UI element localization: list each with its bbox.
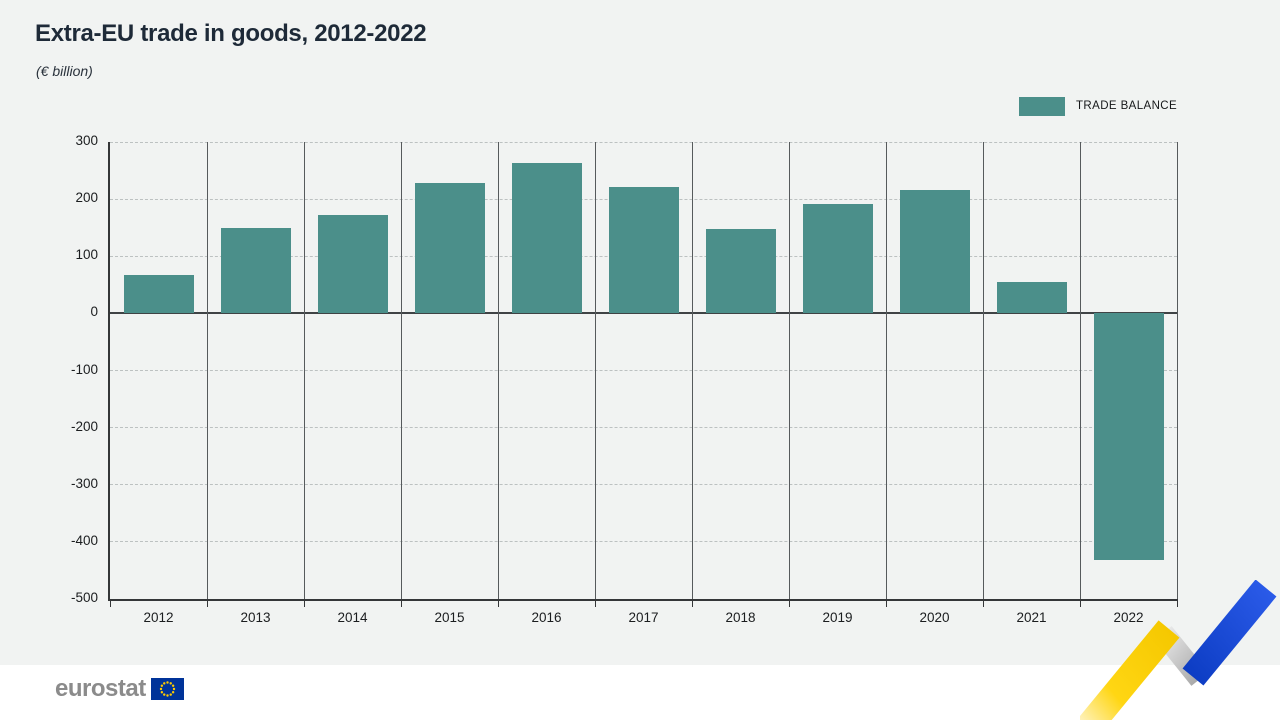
bar-2019 xyxy=(802,204,873,314)
x-axis-label-2015: 2015 xyxy=(434,610,465,625)
eurostat-logo-text: eurostat xyxy=(55,675,146,702)
x-axis-tick-4 xyxy=(497,601,499,607)
bar-2016 xyxy=(511,162,582,314)
x-axis-label-2017: 2017 xyxy=(628,610,659,625)
x-axis-tick-10 xyxy=(1079,601,1081,607)
bar-2021 xyxy=(996,281,1067,314)
category-separator-11 xyxy=(1176,142,1178,599)
y-axis-label-200: 200 xyxy=(75,190,98,206)
x-axis-label-2022: 2022 xyxy=(1113,610,1144,625)
x-axis-label-2013: 2013 xyxy=(240,610,271,625)
zero-line xyxy=(110,312,1177,315)
legend-swatch xyxy=(1019,96,1065,116)
bar-2012 xyxy=(123,274,194,314)
x-axis-tick-11 xyxy=(1176,601,1178,607)
gridline--100 xyxy=(110,370,1177,371)
bar-2022 xyxy=(1093,313,1164,561)
bar-2020 xyxy=(899,189,970,314)
x-axis-tick-8 xyxy=(885,601,887,607)
x-axis-tick-0 xyxy=(109,601,111,607)
x-axis-label-2012: 2012 xyxy=(143,610,174,625)
x-axis-tick-1 xyxy=(206,601,208,607)
x-axis-label-2019: 2019 xyxy=(822,610,853,625)
y-axis-line xyxy=(108,142,110,601)
x-axis-label-2016: 2016 xyxy=(531,610,562,625)
category-separator-8 xyxy=(885,142,887,599)
bar-2017 xyxy=(608,186,679,314)
category-separator-10 xyxy=(1079,142,1081,599)
bar-2014 xyxy=(317,215,388,314)
y-axis-label-300: 300 xyxy=(75,133,98,148)
x-axis-tick-2 xyxy=(303,601,305,607)
y-axis-label-0: 0 xyxy=(90,304,98,320)
category-separator-7 xyxy=(788,142,790,599)
x-axis-label-2018: 2018 xyxy=(725,610,756,625)
gridline--400 xyxy=(110,541,1177,543)
x-axis-tick-9 xyxy=(982,601,984,607)
eu-flag-stars xyxy=(159,681,175,697)
x-axis-tick-6 xyxy=(691,601,693,607)
chart-title: Extra-EU trade in goods, 2012-2022 xyxy=(35,20,427,47)
gridline--200 xyxy=(110,427,1177,429)
x-axis-label-2020: 2020 xyxy=(919,610,950,625)
y-axis-label--300: -300 xyxy=(70,475,98,491)
gridline-300 xyxy=(110,141,1177,143)
gridline--300 xyxy=(110,484,1177,486)
category-separator-9 xyxy=(982,142,984,599)
chart-subtitle: (€ billion) xyxy=(36,63,93,79)
footer-strip xyxy=(0,665,1280,720)
x-axis-tick-5 xyxy=(594,601,596,607)
category-separator-2 xyxy=(303,142,305,599)
bar-2018 xyxy=(705,228,776,314)
x-axis-tick-7 xyxy=(788,601,790,607)
category-separator-4 xyxy=(497,142,499,599)
category-separator-1 xyxy=(206,142,208,599)
category-separator-5 xyxy=(594,142,596,599)
y-axis-label--500: -500 xyxy=(70,590,98,605)
x-axis-label-2021: 2021 xyxy=(1016,610,1047,625)
x-axis-tick-3 xyxy=(400,601,402,607)
category-separator-6 xyxy=(691,142,693,599)
category-separator-3 xyxy=(400,142,402,599)
legend-label: TRADE BALANCE xyxy=(1076,100,1178,112)
y-axis-label--100: -100 xyxy=(70,361,98,377)
x-axis-line xyxy=(108,599,1178,601)
eurostat-logo: eurostat xyxy=(55,677,184,701)
x-axis-label-2014: 2014 xyxy=(337,610,368,625)
y-axis-label-100: 100 xyxy=(75,247,98,263)
y-axis-label--400: -400 xyxy=(70,532,98,548)
legend: TRADE BALANCE xyxy=(1019,96,1177,116)
y-axis-label--200: -200 xyxy=(70,418,98,434)
bar-2013 xyxy=(220,227,291,314)
bar-2015 xyxy=(414,183,485,314)
eu-flag-icon xyxy=(150,678,184,700)
